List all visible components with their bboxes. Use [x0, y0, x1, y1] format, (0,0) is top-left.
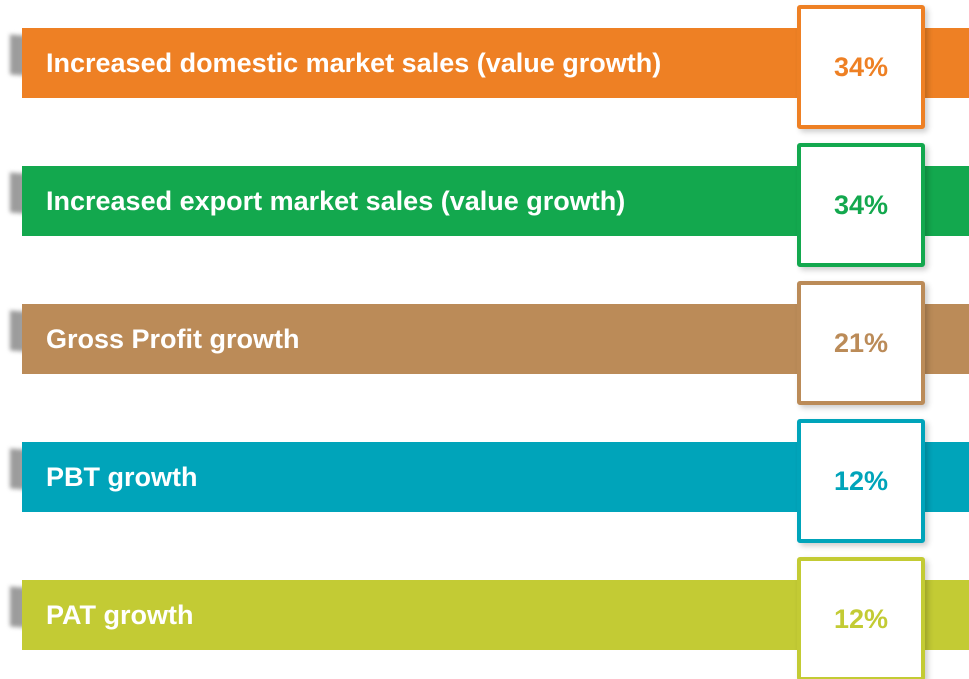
growth-row: Gross Profit growth 21%: [0, 281, 969, 405]
growth-value: 34%: [833, 190, 889, 220]
growth-value: 34%: [833, 52, 889, 82]
growth-row: Increased domestic market sales (value g…: [0, 5, 969, 129]
value-box: 12%: [797, 557, 925, 679]
growth-row: PBT growth 12%: [0, 419, 969, 543]
growth-value: 12%: [833, 604, 889, 634]
growth-value: 21%: [833, 328, 889, 358]
growth-row: Increased export market sales (value gro…: [0, 143, 969, 267]
value-box: 12%: [797, 419, 925, 543]
growth-row: PAT growth 12%: [0, 557, 969, 679]
value-box: 21%: [797, 281, 925, 405]
growth-label: Gross Profit growth: [46, 324, 300, 354]
growth-value: 12%: [833, 466, 889, 496]
growth-label: PBT growth: [46, 462, 198, 492]
value-box: 34%: [797, 143, 925, 267]
growth-label: PAT growth: [46, 600, 194, 630]
value-box: 34%: [797, 5, 925, 129]
growth-label: Increased domestic market sales (value g…: [46, 48, 662, 78]
growth-label: Increased export market sales (value gro…: [46, 186, 626, 216]
